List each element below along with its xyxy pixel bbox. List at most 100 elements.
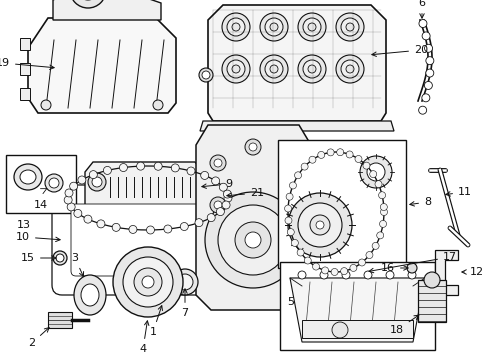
Circle shape bbox=[280, 197, 295, 213]
Circle shape bbox=[103, 166, 111, 175]
Circle shape bbox=[163, 225, 171, 233]
Circle shape bbox=[331, 322, 347, 338]
Text: 19: 19 bbox=[0, 58, 54, 69]
Circle shape bbox=[285, 217, 291, 224]
Circle shape bbox=[380, 208, 386, 216]
Text: 4: 4 bbox=[139, 321, 149, 354]
Circle shape bbox=[180, 222, 188, 230]
Circle shape bbox=[74, 210, 81, 217]
Circle shape bbox=[374, 181, 381, 188]
Circle shape bbox=[366, 163, 384, 181]
Text: 10: 10 bbox=[16, 232, 60, 242]
Bar bbox=[20, 88, 30, 100]
Circle shape bbox=[289, 182, 296, 189]
Circle shape bbox=[297, 55, 325, 83]
Text: 8: 8 bbox=[409, 197, 430, 207]
Circle shape bbox=[64, 196, 72, 204]
Polygon shape bbox=[196, 125, 310, 310]
Circle shape bbox=[195, 219, 203, 227]
Circle shape bbox=[264, 18, 283, 36]
Circle shape bbox=[284, 201, 291, 209]
Text: 16: 16 bbox=[380, 263, 407, 273]
Text: 13: 13 bbox=[17, 220, 31, 230]
Circle shape bbox=[340, 18, 358, 36]
Bar bbox=[48, 312, 72, 328]
Circle shape bbox=[312, 263, 319, 270]
Circle shape bbox=[65, 189, 73, 197]
Text: 21: 21 bbox=[226, 188, 264, 198]
Circle shape bbox=[67, 203, 75, 211]
Circle shape bbox=[260, 13, 287, 41]
Circle shape bbox=[53, 251, 67, 265]
Circle shape bbox=[326, 149, 333, 156]
Circle shape bbox=[340, 267, 347, 275]
Circle shape bbox=[341, 271, 349, 279]
Circle shape bbox=[363, 271, 371, 279]
Circle shape bbox=[287, 193, 351, 257]
Polygon shape bbox=[434, 250, 457, 295]
Circle shape bbox=[209, 197, 225, 213]
Circle shape bbox=[97, 220, 105, 228]
Circle shape bbox=[199, 68, 213, 82]
Text: 6: 6 bbox=[418, 0, 425, 18]
Circle shape bbox=[231, 65, 240, 73]
Circle shape bbox=[211, 177, 219, 185]
Text: 7: 7 bbox=[181, 289, 188, 318]
Circle shape bbox=[418, 106, 426, 114]
Circle shape bbox=[340, 60, 358, 78]
Circle shape bbox=[136, 162, 144, 170]
Circle shape bbox=[204, 192, 301, 288]
Circle shape bbox=[78, 176, 86, 184]
Circle shape bbox=[319, 271, 327, 279]
Circle shape bbox=[321, 267, 328, 274]
Circle shape bbox=[294, 172, 301, 179]
Circle shape bbox=[284, 159, 291, 167]
Circle shape bbox=[142, 276, 154, 288]
Circle shape bbox=[380, 203, 386, 211]
Circle shape bbox=[222, 201, 229, 209]
FancyBboxPatch shape bbox=[52, 185, 234, 295]
Circle shape bbox=[317, 152, 324, 158]
Circle shape bbox=[346, 151, 352, 158]
Circle shape bbox=[119, 163, 127, 172]
Polygon shape bbox=[289, 278, 424, 342]
Text: 1: 1 bbox=[149, 306, 162, 337]
Text: 15: 15 bbox=[21, 253, 56, 263]
Circle shape bbox=[69, 182, 78, 190]
Circle shape bbox=[369, 171, 376, 177]
Circle shape bbox=[260, 55, 287, 83]
Polygon shape bbox=[28, 18, 176, 113]
Bar bbox=[6, 155, 76, 213]
Circle shape bbox=[223, 190, 231, 198]
Circle shape bbox=[235, 222, 270, 258]
Circle shape bbox=[418, 19, 426, 27]
Circle shape bbox=[171, 164, 179, 172]
Circle shape bbox=[216, 208, 224, 216]
Text: 20: 20 bbox=[371, 45, 427, 57]
Circle shape bbox=[379, 220, 386, 228]
Circle shape bbox=[291, 239, 298, 247]
Circle shape bbox=[308, 156, 315, 163]
Circle shape bbox=[425, 69, 433, 77]
Ellipse shape bbox=[81, 284, 99, 306]
Circle shape bbox=[89, 171, 97, 179]
Circle shape bbox=[406, 263, 416, 273]
Text: 3: 3 bbox=[71, 253, 83, 276]
Circle shape bbox=[222, 55, 249, 83]
Circle shape bbox=[134, 268, 162, 296]
Circle shape bbox=[244, 232, 261, 248]
Circle shape bbox=[224, 194, 231, 202]
Text: 11: 11 bbox=[445, 187, 471, 197]
Circle shape bbox=[424, 81, 431, 89]
Bar bbox=[280, 262, 434, 350]
Polygon shape bbox=[207, 5, 385, 121]
Text: 2: 2 bbox=[28, 328, 49, 348]
Ellipse shape bbox=[20, 170, 36, 184]
Circle shape bbox=[284, 205, 291, 212]
Circle shape bbox=[346, 65, 353, 73]
Circle shape bbox=[335, 13, 363, 41]
Circle shape bbox=[123, 257, 173, 307]
Circle shape bbox=[385, 271, 393, 279]
Circle shape bbox=[330, 269, 337, 275]
Bar bbox=[20, 63, 30, 75]
